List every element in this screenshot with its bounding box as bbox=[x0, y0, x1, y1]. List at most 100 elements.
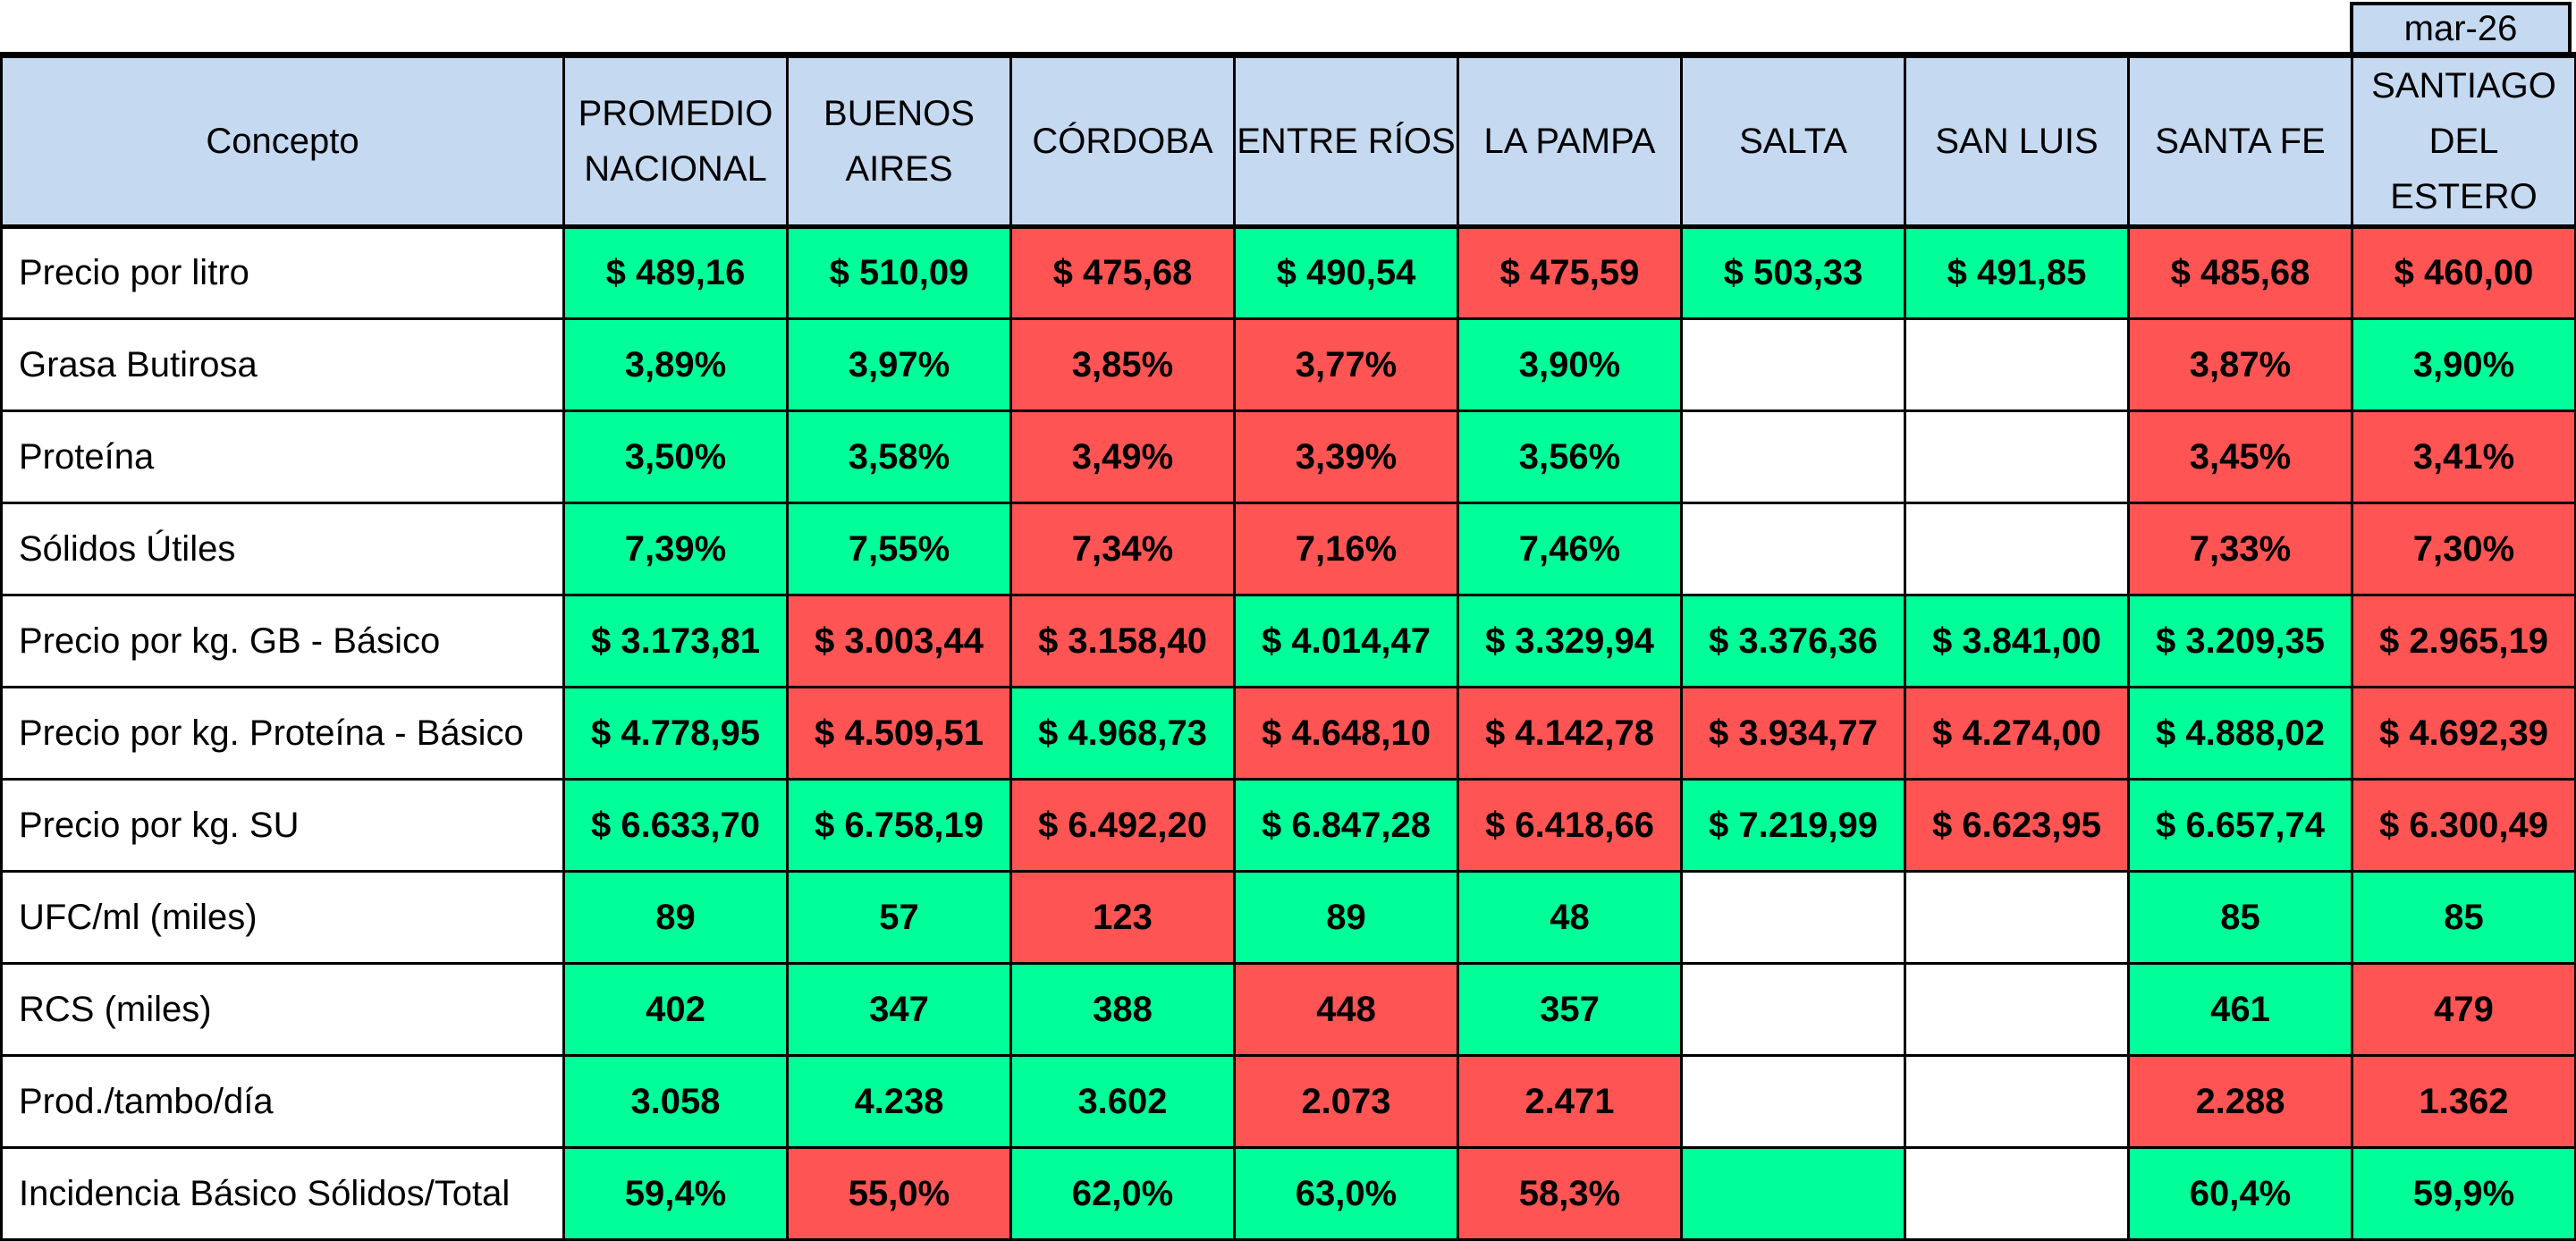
table-cell: 7,16% bbox=[1233, 502, 1459, 596]
header-column-4: LA PAMPA bbox=[1457, 52, 1683, 229]
table-cell: 461 bbox=[2127, 962, 2353, 1057]
table-cell: 7,30% bbox=[2351, 502, 2576, 596]
table-cell: 89 bbox=[1233, 870, 1459, 965]
table-cell: 57 bbox=[786, 870, 1012, 965]
table-cell bbox=[1904, 870, 2130, 965]
table-cell: 3,50% bbox=[562, 409, 789, 504]
table-cell: $ 7.219,99 bbox=[1680, 778, 1906, 873]
header-column-5: SALTA bbox=[1680, 52, 1906, 229]
table-cell: 85 bbox=[2127, 870, 2353, 965]
table-cell: 2.073 bbox=[1233, 1054, 1459, 1149]
table-cell: $ 6.418,66 bbox=[1457, 778, 1683, 873]
row-label: Grasa Butirosa bbox=[0, 317, 565, 412]
table-cell bbox=[1904, 1146, 2130, 1241]
header-row: Concepto PROMEDIO NACIONAL BUENOS AIRES CÓRD… bbox=[0, 52, 2576, 229]
table-cell: $ 503,33 bbox=[1680, 225, 1906, 320]
table-cell: $ 3.841,00 bbox=[1904, 594, 2130, 688]
table-row: Grasa Butirosa 3,89% 3,97% 3,85% 3,77% 3,90% 3… bbox=[0, 317, 2576, 412]
period-label: mar-26 bbox=[2350, 2, 2572, 52]
header-column-7: SANTA FE bbox=[2127, 52, 2353, 229]
header-column-line: AIRES bbox=[845, 149, 953, 189]
header-column-2: CÓRDOBA bbox=[1009, 52, 1236, 229]
table-cell: $ 4.142,78 bbox=[1457, 686, 1683, 781]
table-cell: $ 6.492,20 bbox=[1009, 778, 1236, 873]
header-column-line: SALTA bbox=[1739, 122, 1847, 161]
table-cell: 7,34% bbox=[1009, 502, 1236, 596]
table-row: Prod./tambo/día 3.058 4.238 3.602 2.073 2.471… bbox=[0, 1054, 2576, 1149]
header-column-line: SANTA FE bbox=[2155, 122, 2326, 161]
table-cell: 62,0% bbox=[1009, 1146, 1236, 1241]
table-row: Precio por kg. GB - Básico $ 3.173,81 $ 3.… bbox=[0, 594, 2576, 688]
row-label: Precio por kg. SU bbox=[0, 778, 565, 873]
table-cell bbox=[1904, 962, 2130, 1057]
header-concept: Concepto bbox=[0, 52, 565, 229]
table-cell bbox=[1904, 317, 2130, 412]
row-label: Incidencia Básico Sólidos/Total bbox=[0, 1146, 565, 1241]
table-cell: 59,4% bbox=[562, 1146, 789, 1241]
table-row: Precio por kg. Proteína - Básico $ 4.778,… bbox=[0, 686, 2576, 781]
table-cell: $ 2.965,19 bbox=[2351, 594, 2576, 688]
table-cell: 3,85% bbox=[1009, 317, 1236, 412]
table-cell: $ 491,85 bbox=[1904, 225, 2130, 320]
table-cell: $ 490,54 bbox=[1233, 225, 1459, 320]
table-cell bbox=[1680, 502, 1906, 596]
header-column-line: BUENOS bbox=[823, 94, 975, 133]
table-cell: $ 6.300,49 bbox=[2351, 778, 2576, 873]
table-cell: 402 bbox=[562, 962, 789, 1057]
table-cell: 3,77% bbox=[1233, 317, 1459, 412]
table-cell: 2.471 bbox=[1457, 1054, 1683, 1149]
table-cell: 48 bbox=[1457, 870, 1683, 965]
table-cell: $ 510,09 bbox=[786, 225, 1012, 320]
table-cell: $ 4.648,10 bbox=[1233, 686, 1459, 781]
table-cell: $ 4.968,73 bbox=[1009, 686, 1236, 781]
header-column-line: LA PAMPA bbox=[1483, 122, 1656, 161]
table-cell: $ 6.623,95 bbox=[1904, 778, 2130, 873]
table-cell: 3.602 bbox=[1009, 1054, 1236, 1149]
table-cell bbox=[1680, 317, 1906, 412]
table-cell: $ 6.847,28 bbox=[1233, 778, 1459, 873]
table-cell: 448 bbox=[1233, 962, 1459, 1057]
table-cell: 7,46% bbox=[1457, 502, 1683, 596]
table-cell: 3,56% bbox=[1457, 409, 1683, 504]
table-cell: $ 475,59 bbox=[1457, 225, 1683, 320]
table-cell: 1.362 bbox=[2351, 1054, 2576, 1149]
table-cell: 4.238 bbox=[786, 1054, 1012, 1149]
table-cell: $ 4.778,95 bbox=[562, 686, 789, 781]
table-cell: $ 475,68 bbox=[1009, 225, 1236, 320]
row-label: Prod./tambo/día bbox=[0, 1054, 565, 1149]
header-column-8: SANTIAGO DEL ESTERO bbox=[2351, 52, 2576, 229]
table-row: Precio por litro $ 489,16 $ 510,09 $ 475,68… bbox=[0, 225, 2576, 320]
table-cell: 89 bbox=[562, 870, 789, 965]
header-column-0: PROMEDIO NACIONAL bbox=[562, 52, 789, 229]
table-cell: 357 bbox=[1457, 962, 1683, 1057]
table-cell: $ 4.888,02 bbox=[2127, 686, 2353, 781]
table-cell bbox=[1680, 962, 1906, 1057]
header-column-line: SANTIAGO bbox=[2371, 66, 2556, 106]
table-cell bbox=[1904, 502, 2130, 596]
row-label: UFC/ml (miles) bbox=[0, 870, 565, 965]
row-label: RCS (miles) bbox=[0, 962, 565, 1057]
table-cell: 3,49% bbox=[1009, 409, 1236, 504]
row-label: Precio por kg. Proteína - Básico bbox=[0, 686, 565, 781]
table-cell: 3,45% bbox=[2127, 409, 2353, 504]
table-cell bbox=[1904, 1054, 2130, 1149]
table-cell: 3,90% bbox=[2351, 317, 2576, 412]
table-row: RCS (miles) 402 347 388 448 357 461 479 bbox=[0, 962, 2576, 1057]
table-cell bbox=[1680, 409, 1906, 504]
table-cell: 3,58% bbox=[786, 409, 1012, 504]
table-cell: $ 489,16 bbox=[562, 225, 789, 320]
table-cell: $ 4.014,47 bbox=[1233, 594, 1459, 688]
table-cell: $ 6.633,70 bbox=[562, 778, 789, 873]
table-cell: 7,39% bbox=[562, 502, 789, 596]
header-column-line: ENTRE RÍOS bbox=[1237, 122, 1456, 161]
row-label: Sólidos Útiles bbox=[0, 502, 565, 596]
table-body: Precio por litro $ 489,16 $ 510,09 $ 475,68… bbox=[0, 225, 2576, 1241]
header-column-line: NACIONAL bbox=[584, 149, 767, 189]
table-cell: $ 3.158,40 bbox=[1009, 594, 1236, 688]
table-cell bbox=[1680, 870, 1906, 965]
table-cell: 59,9% bbox=[2351, 1146, 2576, 1241]
table-cell: 3.058 bbox=[562, 1054, 789, 1149]
header-column-1: BUENOS AIRES bbox=[786, 52, 1012, 229]
table-cell: 2.288 bbox=[2127, 1054, 2353, 1149]
